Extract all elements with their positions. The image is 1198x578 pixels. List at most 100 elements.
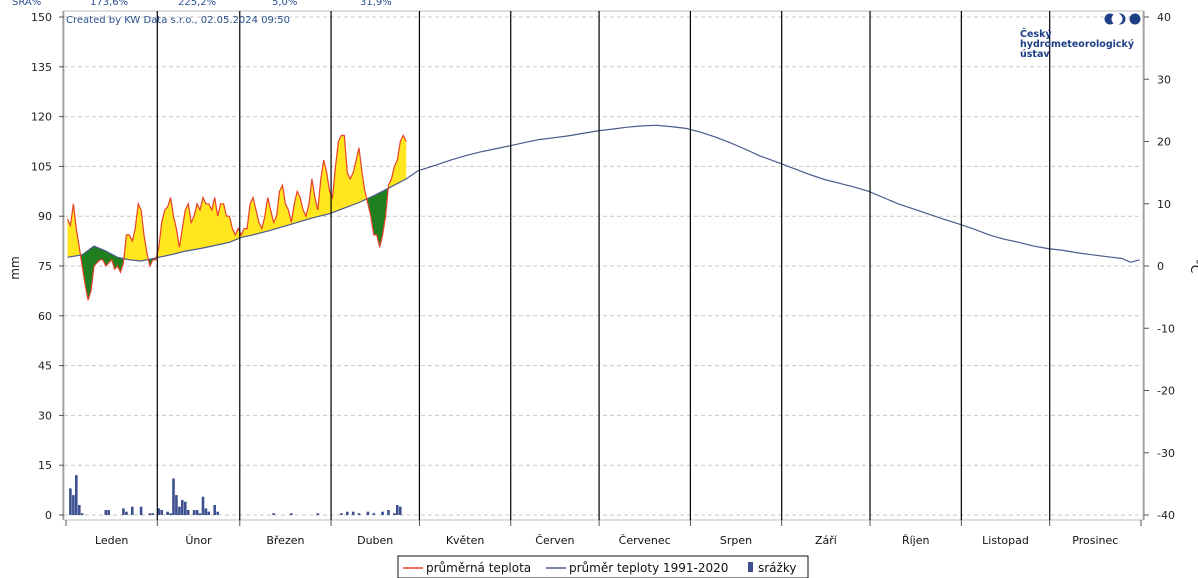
left-axis: 0 15 30 45 60 75 90 105 120 135 150: [31, 11, 64, 522]
precip-bar: [178, 506, 181, 515]
right-tick-label: 40: [1157, 11, 1171, 24]
precip-bar: [213, 505, 216, 515]
precip-bar: [181, 500, 184, 515]
month-label: Červenec: [619, 534, 671, 547]
precipitation-bars: [69, 475, 402, 515]
chmi-logo: Český hydrometeorologický ústav: [1020, 13, 1141, 60]
right-tick-label: -10: [1157, 322, 1175, 335]
precip-bar: [399, 506, 402, 515]
precip-bar: [69, 488, 72, 515]
precip-bar: [184, 501, 187, 515]
precip-bar: [166, 511, 169, 515]
month-label: Leden: [95, 534, 128, 547]
y-right-axis-title: °C: [1188, 259, 1198, 273]
right-axis: -40 -30 -20 -10 0 10 20 30 40: [1143, 11, 1175, 522]
right-tick-label: 0: [1157, 260, 1164, 273]
precip-bar: [290, 513, 293, 515]
month-label: Prosinec: [1072, 534, 1118, 547]
sra-row: SRA% 173,6% 225,2% 5,0% 31,9%: [12, 0, 392, 8]
precip-bar: [195, 510, 199, 515]
precip-bar: [204, 508, 208, 515]
month-label: Březen: [266, 534, 304, 547]
month-label: Srpen: [720, 534, 752, 547]
mean-temperature-line: [66, 133, 407, 301]
precip-bar: [198, 513, 202, 515]
brand-line-1: Český: [1020, 28, 1052, 40]
left-tick-label: 105: [31, 160, 52, 173]
precip-bar: [186, 510, 190, 515]
precip-bar: [175, 495, 178, 515]
month-label: Září: [815, 534, 838, 547]
precip-bar: [131, 506, 134, 515]
precip-bar: [72, 495, 75, 515]
grid-lines: [64, 16, 1143, 516]
temperature-lines: [66, 124, 1140, 301]
legend-swatch-precip: [748, 562, 753, 572]
logo-dot-3: [1129, 13, 1141, 25]
precip-bar: [160, 510, 163, 515]
legend-label-temp: průměrná teplota: [426, 561, 531, 575]
precip-bar: [340, 513, 343, 515]
sra-value-unor: 225,2%: [178, 0, 216, 8]
sra-value-brezen: 5,0%: [272, 0, 297, 8]
right-tick-label: -40: [1157, 509, 1175, 522]
y-left-axis-title: mm: [8, 256, 22, 279]
month-label: Duben: [357, 534, 393, 547]
left-tick-label: 75: [38, 260, 52, 273]
left-tick-label: 0: [45, 509, 52, 522]
precip-bar: [107, 510, 110, 515]
precip-bar: [139, 506, 143, 515]
right-tick-label: 10: [1157, 198, 1171, 211]
right-tick-label: -30: [1157, 447, 1175, 460]
precip-bar: [351, 511, 355, 515]
precip-bar: [151, 513, 155, 515]
precip-bar: [393, 513, 396, 515]
month-label: Červen: [535, 534, 574, 547]
precip-bar: [125, 511, 128, 515]
precip-bar: [387, 510, 390, 515]
precip-bar: [122, 508, 125, 515]
legend-label-normal: průměr teploty 1991-2020: [569, 561, 728, 575]
precip-bar: [78, 505, 81, 515]
brand-line-3: ústav: [1020, 49, 1050, 60]
sra-label: SRA%: [12, 0, 41, 8]
left-tick-label: 45: [38, 360, 52, 373]
left-tick-label: 90: [38, 210, 52, 223]
precip-bar: [381, 511, 384, 515]
cold-anomaly-area: [80, 246, 124, 301]
precip-bar: [366, 511, 370, 515]
precip-bar: [357, 513, 361, 515]
right-tick-label: 30: [1157, 73, 1171, 86]
warm-anomaly-area: [155, 135, 367, 260]
left-tick-label: 60: [38, 310, 52, 323]
month-label: Únor: [185, 534, 212, 547]
precip-bar: [169, 513, 172, 515]
precip-bar: [216, 511, 219, 515]
left-tick-label: 15: [38, 459, 52, 472]
sra-value-leden: 173,6%: [90, 0, 128, 8]
left-tick-label: 150: [31, 11, 52, 24]
month-label: Říjen: [902, 534, 930, 547]
brand-line-2: hydrometeorologický: [1020, 39, 1135, 50]
precip-bar: [172, 478, 175, 515]
precip-bar: [75, 475, 78, 515]
left-tick-label: 135: [31, 61, 52, 74]
precip-bar: [316, 513, 320, 515]
legend-box: [397, 555, 809, 578]
precip-bar: [80, 513, 84, 515]
warm-anomaly-area: [67, 203, 80, 258]
credit-text: Created by KW Data s.r.o., 02.05.2024 09…: [66, 15, 290, 26]
normal-temperature-line: [67, 124, 1140, 263]
left-tick-label: 120: [31, 111, 52, 124]
precip-bar: [372, 513, 376, 515]
precip-bar: [148, 513, 152, 515]
precip-bar: [201, 496, 205, 515]
precip-bar: [346, 511, 349, 515]
right-tick-label: 20: [1157, 136, 1171, 149]
warm-anomaly-area: [387, 135, 407, 193]
month-separators: [156, 11, 1051, 520]
precip-bar: [192, 510, 196, 515]
logo-dot-cut: [1111, 13, 1123, 25]
left-tick-label: 30: [38, 409, 52, 422]
